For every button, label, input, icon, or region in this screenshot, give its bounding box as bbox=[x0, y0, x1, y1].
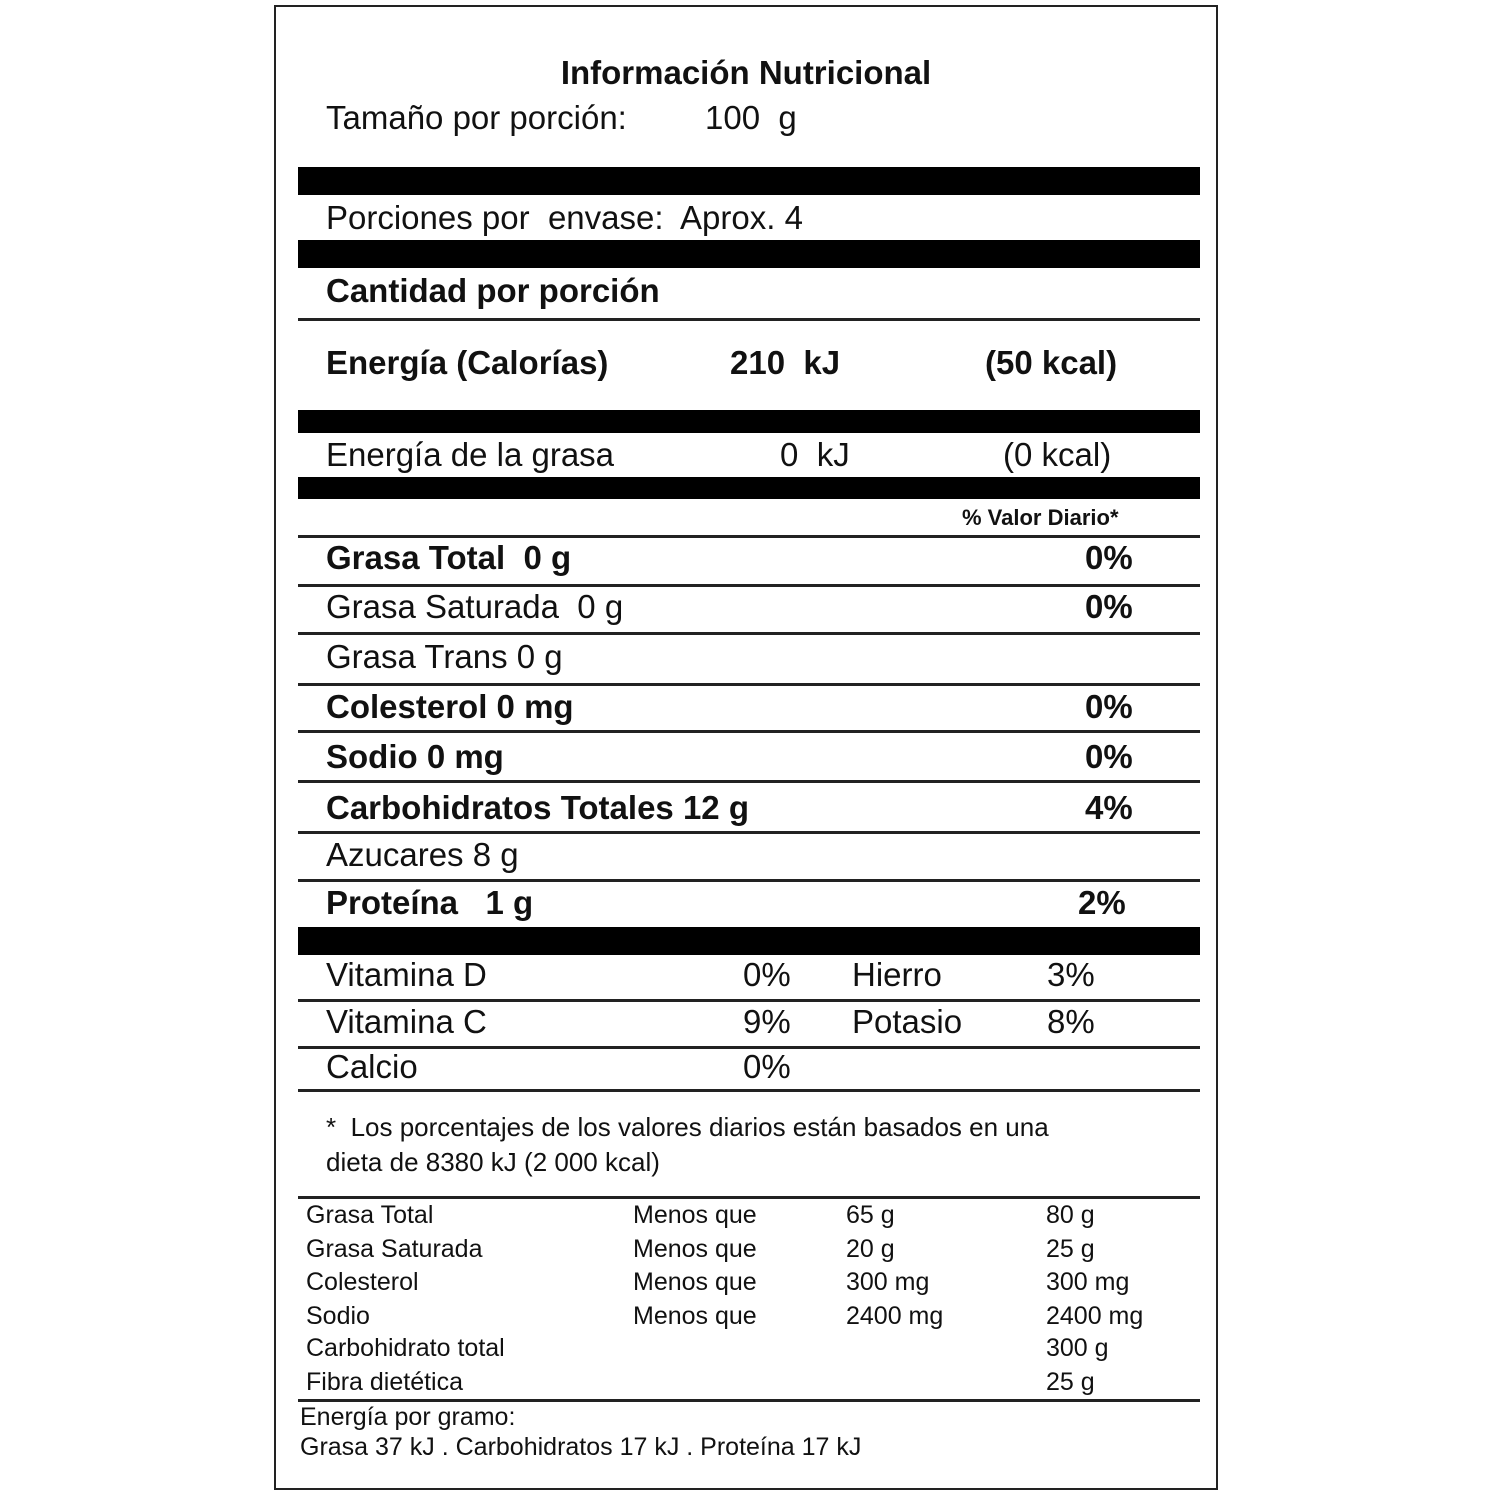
divider-bar bbox=[298, 477, 1200, 499]
divider-line bbox=[298, 535, 1200, 538]
divider-line bbox=[298, 632, 1200, 635]
divider-line bbox=[298, 831, 1200, 834]
fat-energy-kcal: (0 kcal) bbox=[1003, 436, 1112, 473]
vitamin-label: Vitamina D bbox=[326, 956, 487, 993]
nutrient-dv: 0% bbox=[1085, 588, 1133, 625]
amount-header: Cantidad por porción bbox=[326, 272, 660, 309]
ref-nutrient: Carbohidrato total bbox=[306, 1334, 505, 1362]
ref-value: 20 g bbox=[846, 1235, 895, 1263]
fat-energy-kj: 0 kJ bbox=[780, 436, 850, 473]
fat-energy-label: Energía de la grasa bbox=[326, 436, 615, 473]
nutrient-label: Grasa Total 0 g bbox=[326, 539, 572, 576]
serving-size: 100 g bbox=[705, 99, 797, 136]
divider-line bbox=[298, 318, 1200, 321]
energy-kcal: (50 kcal) bbox=[985, 344, 1118, 381]
nutrient-dv: 0% bbox=[1085, 738, 1133, 775]
ref-value: 25 g bbox=[1046, 1235, 1095, 1263]
ref-value: 2400 mg bbox=[1046, 1302, 1144, 1330]
energy-per-gram-title: Energía por gramo: bbox=[300, 1403, 516, 1431]
energy-kj: 210 kJ bbox=[730, 344, 841, 381]
nutrient-dv: 0% bbox=[1085, 539, 1133, 576]
divider-line bbox=[298, 780, 1200, 783]
divider-bar bbox=[298, 167, 1200, 195]
vitamin-label: Calcio bbox=[326, 1048, 418, 1085]
divider-line bbox=[298, 999, 1200, 1002]
vitamin-dv: 0% bbox=[743, 956, 791, 993]
vitamin-label: Potasio bbox=[852, 1003, 963, 1040]
ref-nutrient: Colesterol bbox=[306, 1268, 419, 1296]
nutrient-label: Grasa Saturada 0 g bbox=[326, 588, 624, 625]
nutrient-dv: 4% bbox=[1085, 789, 1133, 826]
label-frame bbox=[274, 5, 1218, 1490]
nutrient-dv: 0% bbox=[1085, 688, 1133, 725]
nutrient-label: Proteína 1 g bbox=[326, 884, 534, 921]
footnote-line: * Los porcentajes de los valores diarios… bbox=[326, 1112, 1049, 1142]
energy-label: Energía (Calorías) bbox=[326, 344, 609, 381]
divider-line bbox=[298, 730, 1200, 733]
ref-nutrient: Grasa Total bbox=[306, 1201, 434, 1229]
ref-value: 80 g bbox=[1046, 1201, 1095, 1229]
ref-value: 300 g bbox=[1046, 1334, 1109, 1362]
divider-line bbox=[298, 1196, 1200, 1199]
divider-line bbox=[298, 879, 1200, 882]
daily-value-header: % Valor Diario* bbox=[962, 505, 1119, 530]
ref-value: 2400 mg bbox=[846, 1302, 944, 1330]
ref-nutrient: Sodio bbox=[306, 1302, 370, 1330]
nutrient-label: Sodio 0 mg bbox=[326, 738, 504, 775]
divider-line bbox=[298, 1089, 1200, 1092]
vitamin-dv: 9% bbox=[743, 1003, 791, 1040]
vitamin-dv: 8% bbox=[1047, 1003, 1095, 1040]
divider-bar bbox=[298, 240, 1200, 268]
nutrient-label: Azucares 8 g bbox=[326, 836, 519, 873]
ref-value: 300 mg bbox=[1046, 1268, 1130, 1296]
vitamin-dv: 3% bbox=[1047, 956, 1095, 993]
ref-nutrient: Fibra dietética bbox=[306, 1368, 464, 1396]
ref-condition: Menos que bbox=[633, 1268, 757, 1296]
ref-value: 25 g bbox=[1046, 1368, 1095, 1396]
ref-condition: Menos que bbox=[633, 1235, 757, 1263]
vitamin-dv: 0% bbox=[743, 1048, 791, 1085]
ref-value: 300 mg bbox=[846, 1268, 930, 1296]
servings-per-container: Porciones por envase: Aprox. 4 bbox=[326, 199, 803, 236]
ref-condition: Menos que bbox=[633, 1201, 757, 1229]
ref-condition: Menos que bbox=[633, 1302, 757, 1330]
ref-value: 65 g bbox=[846, 1201, 895, 1229]
divider-line bbox=[298, 683, 1200, 686]
divider-line bbox=[298, 1046, 1200, 1049]
vitamin-label: Vitamina C bbox=[326, 1003, 487, 1040]
nutrient-dv: 2% bbox=[1078, 884, 1126, 921]
divider-line bbox=[298, 584, 1200, 587]
nutrient-label: Colesterol 0 mg bbox=[326, 688, 574, 725]
nutrient-label: Grasa Trans 0 g bbox=[326, 638, 563, 675]
ref-nutrient: Grasa Saturada bbox=[306, 1235, 483, 1263]
energy-per-gram-values: Grasa 37 kJ . Carbohidratos 17 kJ . Prot… bbox=[300, 1433, 862, 1461]
divider-bar bbox=[298, 410, 1200, 433]
vitamin-label: Hierro bbox=[852, 956, 942, 993]
title: Información Nutricional bbox=[560, 54, 932, 91]
divider-bar bbox=[298, 927, 1200, 955]
footnote-line: dieta de 8380 kJ (2 000 kcal) bbox=[326, 1147, 660, 1177]
nutrient-label: Carbohidratos Totales 12 g bbox=[326, 789, 749, 826]
serving-size-label: Tamaño por porción: bbox=[326, 99, 627, 136]
divider-line bbox=[298, 1399, 1200, 1402]
